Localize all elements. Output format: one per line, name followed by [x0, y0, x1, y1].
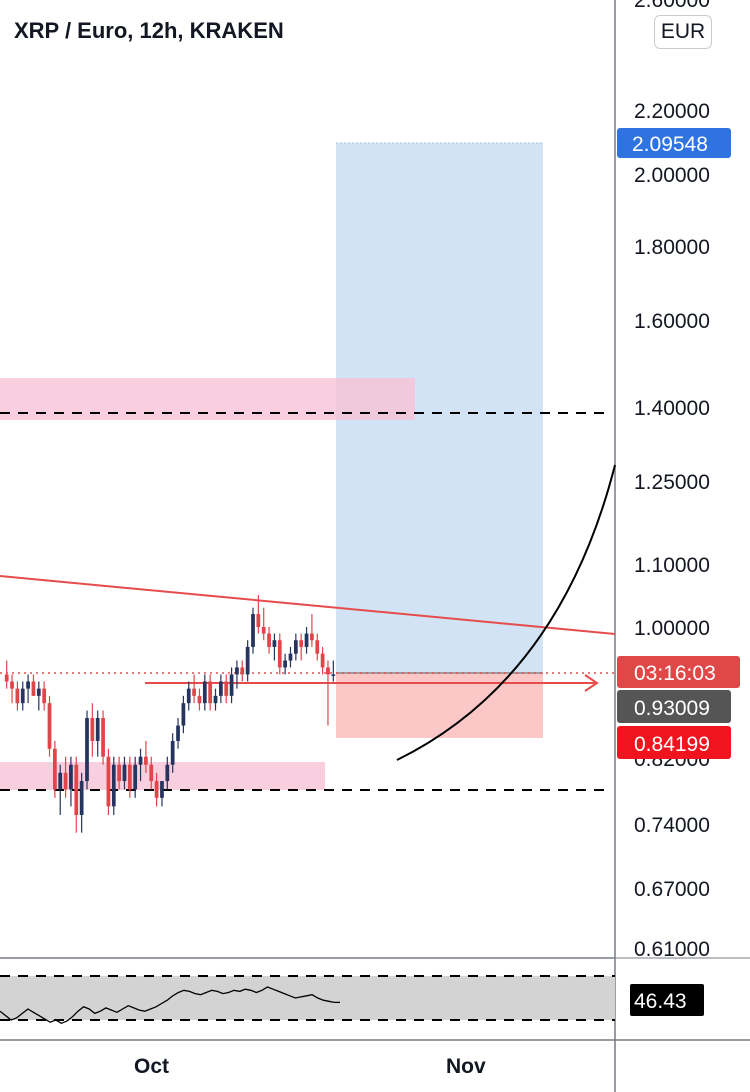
candle-body[interactable]: [85, 718, 89, 782]
candle-body[interactable]: [90, 718, 95, 741]
candle-body[interactable]: [208, 681, 213, 704]
axis-tick-label: 0.61000: [634, 938, 710, 961]
axis-tick-label: 1.80000: [634, 236, 710, 259]
time-tick-nov: Nov: [446, 1055, 486, 1078]
candle-body[interactable]: [160, 781, 164, 798]
candle-body[interactable]: [58, 772, 63, 790]
candle-body[interactable]: [261, 627, 266, 634]
descending-trendline[interactable]: [0, 575, 616, 635]
candle-body[interactable]: [331, 674, 336, 676]
candle-body[interactable]: [326, 667, 330, 675]
candle-body[interactable]: [256, 614, 261, 627]
candle-body[interactable]: [293, 640, 298, 654]
candle-body[interactable]: [101, 718, 105, 757]
candle-body[interactable]: [283, 660, 288, 668]
candle-body[interactable]: [192, 688, 196, 696]
candle-body[interactable]: [245, 646, 250, 675]
time-tick-oct: Oct: [134, 1055, 169, 1078]
candle-body[interactable]: [251, 614, 255, 647]
candle-body[interactable]: [26, 681, 30, 689]
axis-tick-label: 1.10000: [634, 554, 710, 577]
candle-body[interactable]: [202, 681, 207, 704]
currency-selector[interactable]: EUR: [654, 15, 712, 49]
candle-body[interactable]: [181, 703, 186, 726]
countdown-tag: [617, 656, 740, 688]
axis-tick-label: 1.25000: [634, 471, 710, 494]
candle-body[interactable]: [36, 688, 41, 696]
candle-body[interactable]: [197, 695, 202, 704]
candle-body[interactable]: [277, 640, 282, 668]
countdown-label: 03:16:03: [634, 662, 716, 685]
axis-tick-label: 2.00000: [634, 164, 710, 187]
rsi-value-tag: [630, 984, 704, 1016]
target-price-label: 2.09548: [632, 133, 708, 156]
axis-tick-label: 1.60000: [634, 310, 710, 333]
candle-body[interactable]: [154, 781, 159, 798]
ray-arrow-icon: [584, 674, 599, 692]
chart-title: XRP / Euro, 12h, KRAKEN: [14, 18, 284, 43]
candle-body[interactable]: [170, 740, 175, 765]
rsi-band: [0, 976, 615, 1020]
candle-body[interactable]: [299, 640, 304, 647]
candle-body[interactable]: [229, 674, 234, 696]
candle-body[interactable]: [10, 681, 14, 689]
last-price-label: 0.93009: [634, 697, 710, 720]
candle-body[interactable]: [240, 667, 245, 675]
axis-tick-label: 2.20000: [634, 100, 710, 123]
candle-body[interactable]: [176, 725, 180, 741]
candle-body[interactable]: [106, 756, 111, 807]
rsi-line: [0, 986, 340, 1025]
candle-body[interactable]: [224, 681, 229, 696]
candle-body[interactable]: [267, 633, 271, 647]
candle-body[interactable]: [235, 667, 239, 675]
candle-body[interactable]: [69, 764, 73, 790]
candle-body[interactable]: [74, 764, 79, 816]
axis-tick-label: 0.74000: [634, 814, 710, 837]
candle-body[interactable]: [42, 688, 47, 704]
candle-body[interactable]: [47, 703, 52, 749]
candle-body[interactable]: [165, 764, 170, 782]
candle-body[interactable]: [272, 640, 277, 647]
candle-body[interactable]: [111, 764, 116, 807]
candle-body[interactable]: [138, 756, 143, 765]
candle-body[interactable]: [20, 688, 25, 704]
candle-body[interactable]: [320, 653, 325, 668]
candle-body[interactable]: [218, 681, 223, 696]
rsi-value-label: 46.43: [634, 990, 687, 1013]
candle-body[interactable]: [52, 748, 57, 790]
candle-body[interactable]: [315, 640, 320, 654]
candle-body[interactable]: [310, 633, 314, 641]
axis-tick-label: 0.67000: [634, 878, 710, 901]
candle-body[interactable]: [127, 764, 132, 790]
target-price-tag: [617, 128, 731, 158]
candle-body[interactable]: [213, 695, 218, 704]
axis-tick-label: 1.40000: [634, 397, 710, 420]
candle-body[interactable]: [149, 764, 154, 782]
candlestick-series[interactable]: [4, 595, 336, 833]
candle-body[interactable]: [122, 764, 127, 782]
candle-body[interactable]: [63, 772, 68, 790]
candle-body[interactable]: [117, 764, 122, 782]
stop-price-label: 0.84199: [634, 733, 710, 756]
candle-body[interactable]: [144, 756, 148, 765]
candle-body[interactable]: [304, 633, 309, 647]
last-price-tag: [617, 690, 731, 723]
candle-body[interactable]: [15, 688, 20, 704]
candle-body[interactable]: [133, 764, 138, 790]
candle-body[interactable]: [31, 681, 36, 696]
axis-tick-label: 2.60000: [634, 0, 710, 12]
candle-body[interactable]: [79, 781, 84, 816]
candle-body[interactable]: [288, 653, 293, 661]
candle-body[interactable]: [4, 674, 9, 682]
parabolic-curve[interactable]: [396, 464, 616, 761]
axis-tick-label: 1.00000: [634, 617, 710, 640]
candle-body[interactable]: [95, 718, 100, 741]
candle-body[interactable]: [186, 688, 191, 704]
stop-price-tag: [617, 726, 731, 759]
